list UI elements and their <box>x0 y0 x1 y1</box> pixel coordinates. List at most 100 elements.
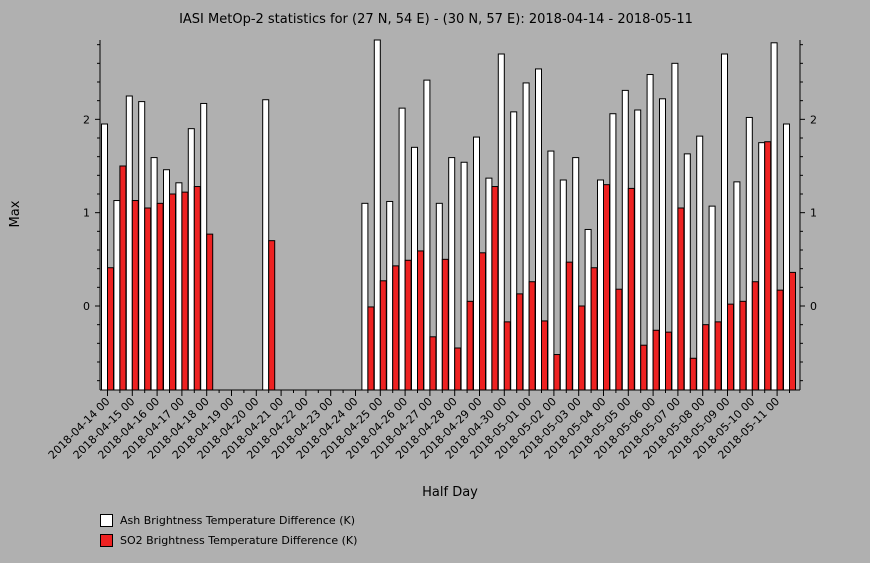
legend-item-ash: Ash Brightness Temperature Difference (K… <box>100 514 355 527</box>
ash-bar-44 <box>646 74 654 391</box>
ash-bar-42 <box>621 89 629 391</box>
so2-bar-13 <box>268 240 276 391</box>
ash-bar-26 <box>423 79 431 391</box>
legend-label-so2: SO2 Brightness Temperature Difference (K… <box>120 534 358 547</box>
so2-bar-7 <box>193 186 201 391</box>
ash-bar-36 <box>547 150 555 391</box>
so2-bar-40 <box>603 184 610 391</box>
ash-bar-43 <box>634 109 642 391</box>
legend-swatch-so2 <box>100 534 113 547</box>
ash-bar-50 <box>721 53 728 391</box>
y-tick-label-right: 1 <box>810 207 817 220</box>
ash-bar-23 <box>386 200 394 391</box>
ash-bar-41 <box>609 113 617 391</box>
so2-bar-39 <box>590 267 598 391</box>
so2-bar-8 <box>206 233 214 391</box>
ash-bar-35 <box>535 68 542 391</box>
so2-bar-50 <box>727 303 734 391</box>
so2-bar-23 <box>392 265 400 391</box>
ash-bar-21 <box>361 202 369 391</box>
so2-bar-6 <box>181 191 189 391</box>
ash-bar-33 <box>510 111 518 391</box>
so2-bar-54 <box>776 289 784 391</box>
so2-bar-31 <box>491 186 499 391</box>
chart-title: IASI MetOp-2 statistics for (27 N, 54 E)… <box>179 12 693 27</box>
so2-bar-37 <box>565 261 573 391</box>
ash-bar-49 <box>708 205 716 391</box>
ash-bar-37 <box>559 179 567 391</box>
so2-bar-44 <box>652 329 660 391</box>
so2-bar-30 <box>479 252 486 391</box>
ash-bar-0 <box>101 123 108 391</box>
so2-bar-5 <box>169 193 176 391</box>
ash-bar-7 <box>187 128 195 391</box>
y-tick-label-right: 0 <box>810 300 817 313</box>
y-axis-label: Max <box>8 200 23 227</box>
so2-bar-1 <box>119 165 127 391</box>
ash-bar-38 <box>572 157 580 391</box>
so2-bar-55 <box>789 271 796 391</box>
ash-bar-3 <box>138 101 146 391</box>
so2-bar-43 <box>640 344 648 391</box>
ash-bar-13 <box>262 99 270 391</box>
so2-bar-26 <box>429 336 437 391</box>
ash-bar-40 <box>597 179 604 391</box>
bars <box>101 39 796 391</box>
ash-bar-46 <box>671 62 679 391</box>
so2-bar-33 <box>516 293 524 391</box>
so2-bar-25 <box>417 250 424 391</box>
so2-bar-42 <box>627 187 635 391</box>
ash-bar-2 <box>125 95 133 391</box>
y-tick-label-left: 0 <box>83 300 90 313</box>
so2-bar-52 <box>751 281 759 391</box>
ash-bar-53 <box>758 142 766 391</box>
so2-bar-51 <box>739 300 747 391</box>
ash-bar-34 <box>522 82 530 391</box>
so2-bar-45 <box>665 331 672 391</box>
so2-bar-32 <box>503 321 511 391</box>
so2-bar-41 <box>615 288 623 391</box>
ash-bar-48 <box>696 135 704 391</box>
ash-bar-8 <box>200 102 208 391</box>
so2-bar-24 <box>404 259 412 391</box>
ash-bar-54 <box>770 42 778 391</box>
so2-bar-47 <box>689 357 697 391</box>
so2-bar-21 <box>367 306 375 391</box>
so2-bar-38 <box>578 305 586 391</box>
ash-bar-22 <box>373 39 381 391</box>
legend-item-so2: SO2 Brightness Temperature Difference (K… <box>100 534 357 547</box>
ash-bar-32 <box>497 53 505 391</box>
so2-bar-22 <box>379 280 387 391</box>
so2-bar-49 <box>714 321 722 391</box>
y-tick-label-left: 1 <box>83 207 90 220</box>
ash-bar-39 <box>584 228 592 391</box>
ash-bar-28 <box>448 157 456 391</box>
x-axis-label: Half Day <box>422 485 478 500</box>
ash-bar-55 <box>783 123 790 391</box>
so2-bar-28 <box>454 347 462 391</box>
so2-bar-29 <box>466 300 474 391</box>
ash-bar-31 <box>485 177 493 391</box>
ash-bar-47 <box>683 153 691 391</box>
y-tick-label-right: 2 <box>810 113 817 126</box>
legend-swatch-ash <box>100 514 113 527</box>
ash-bar-45 <box>659 98 666 391</box>
ash-bar-30 <box>473 136 480 391</box>
ash-bar-52 <box>745 116 753 391</box>
so2-bar-36 <box>553 354 561 391</box>
ash-bar-4 <box>150 157 158 391</box>
ash-bar-51 <box>733 181 741 391</box>
so2-bar-27 <box>441 258 449 391</box>
ash-bar-24 <box>398 107 406 391</box>
ash-bar-6 <box>175 182 183 391</box>
ash-bar-25 <box>411 146 418 391</box>
so2-bar-2 <box>131 200 139 391</box>
so2-bar-0 <box>107 267 114 391</box>
so2-bar-34 <box>528 281 536 391</box>
so2-bar-35 <box>541 320 548 391</box>
so2-bar-3 <box>144 207 152 391</box>
so2-bar-48 <box>702 324 710 391</box>
legend-label-ash: Ash Brightness Temperature Difference (K… <box>120 514 355 527</box>
